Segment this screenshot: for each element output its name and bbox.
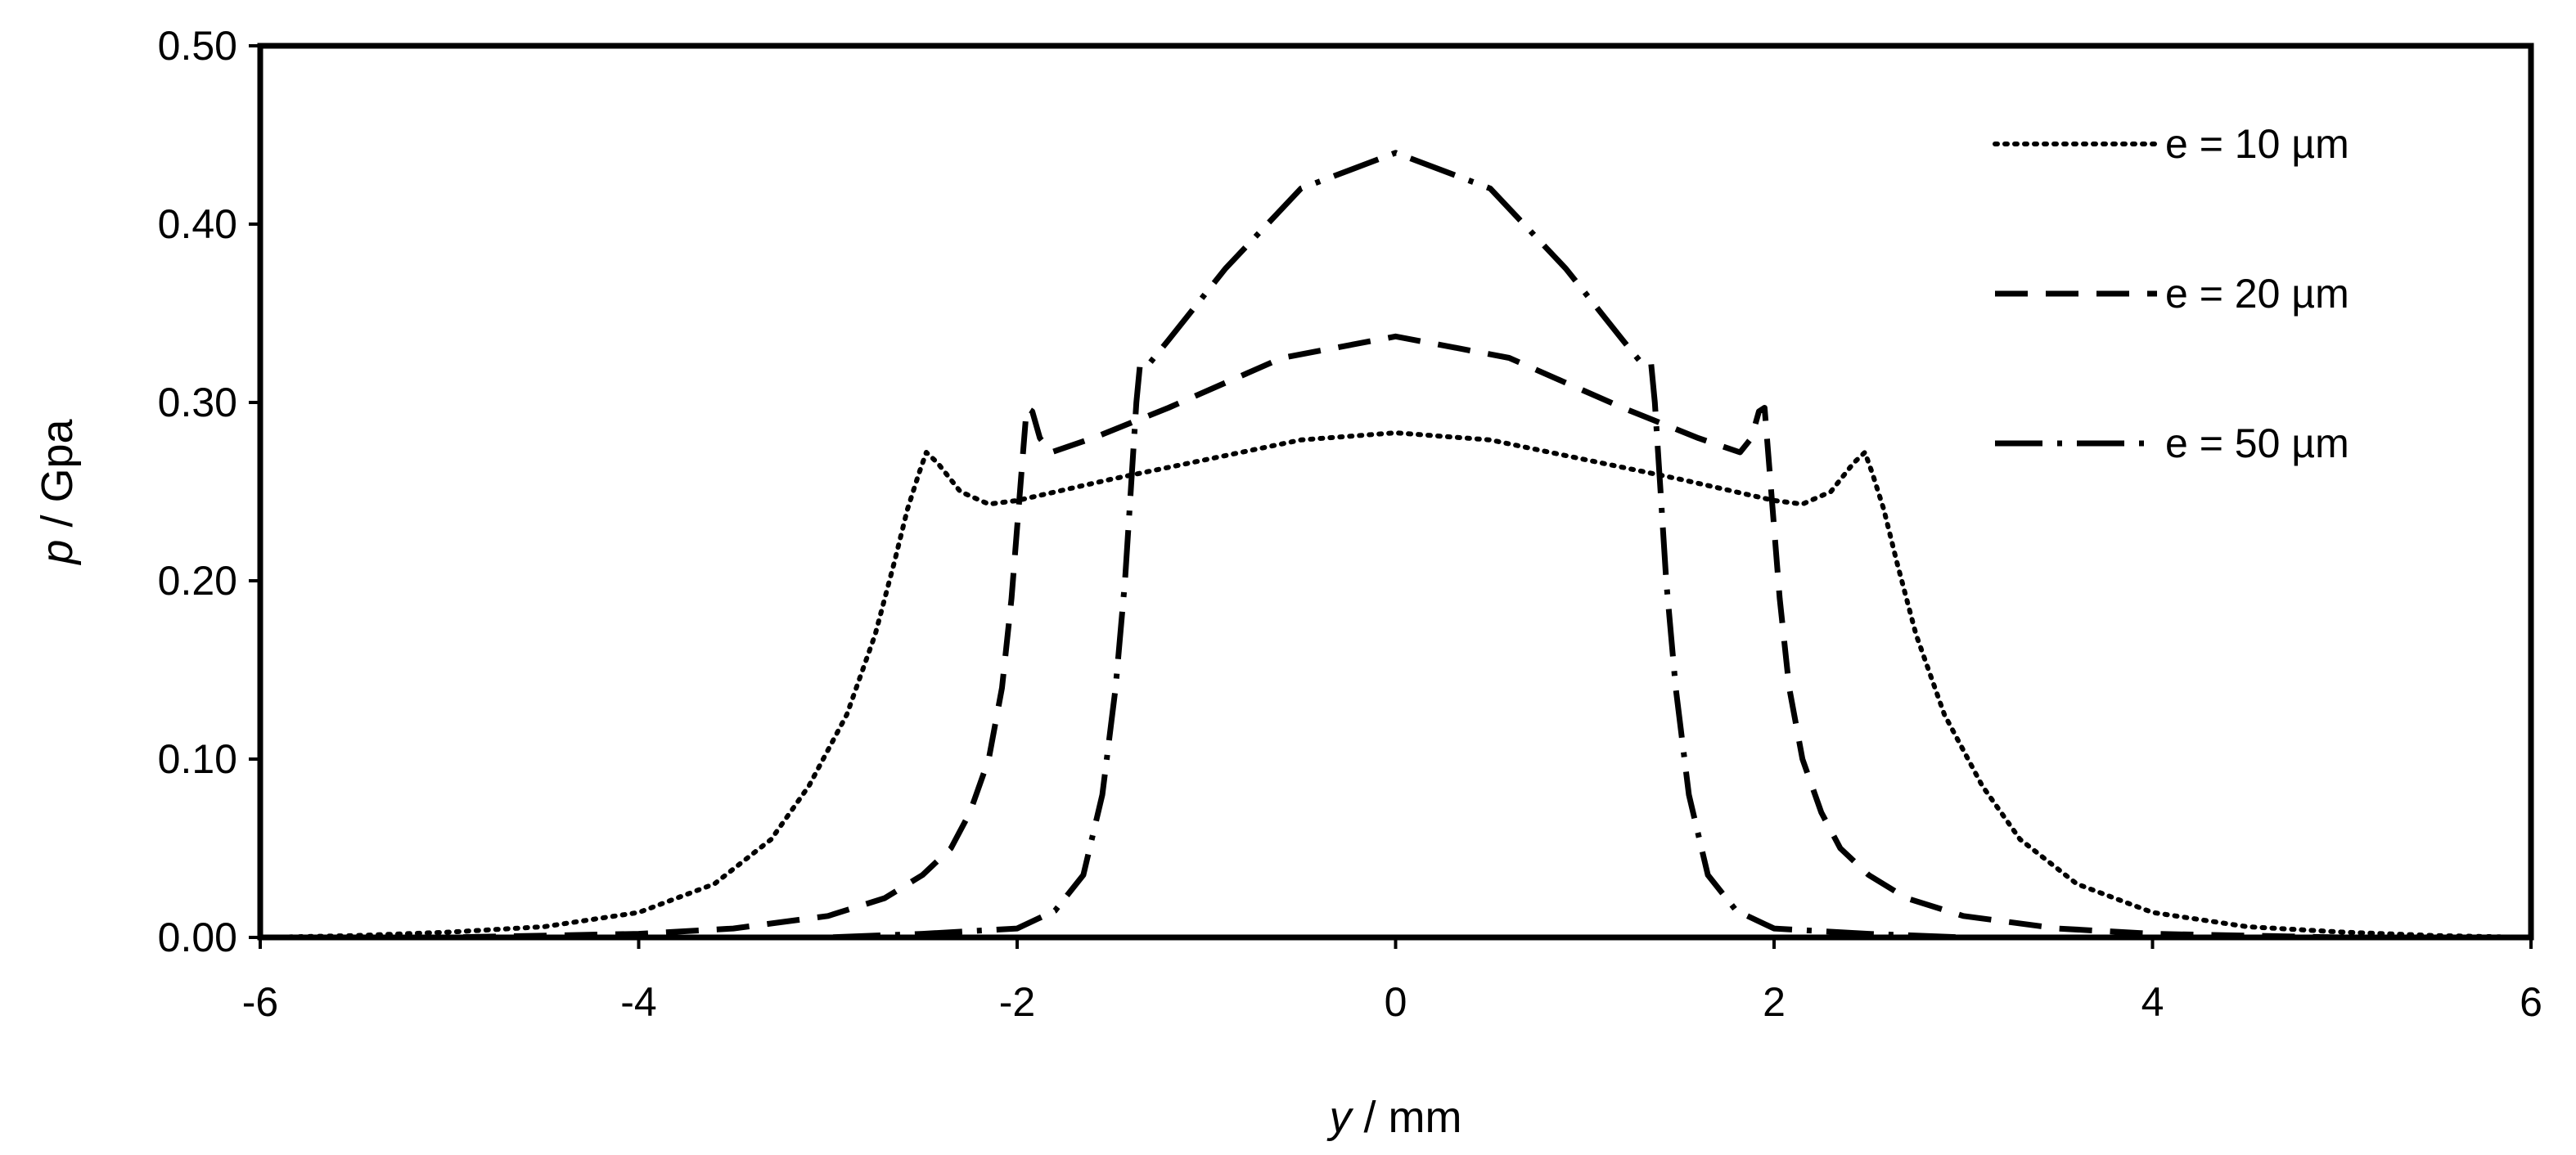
series-line-3 — [260, 150, 2531, 941]
y-axis-variable: p — [33, 540, 82, 566]
x-tick-label: 0 — [1385, 979, 1407, 1025]
x-axis-title: y / mm — [1326, 1093, 1462, 1142]
x-tick-label: 2 — [1763, 979, 1786, 1025]
legend-label-1: e = 10 µm — [2165, 121, 2349, 167]
y-tick-label: 0.00 — [158, 915, 237, 960]
x-tick-label: -2 — [999, 979, 1035, 1025]
y-axis-title: p / Gpa — [33, 418, 82, 565]
x-axis-variable: y — [1326, 1093, 1354, 1142]
x-axis-unit: / mm — [1352, 1093, 1462, 1142]
x-tick-label: 4 — [2141, 979, 2164, 1025]
y-axis-unit: / Gpa — [33, 418, 82, 539]
y-tick-label: 0.40 — [158, 201, 237, 247]
legend-label-3: e = 50 µm — [2165, 420, 2349, 466]
series-layer — [258, 150, 2533, 941]
y-tick-label: 0.30 — [158, 380, 237, 425]
x-tick-label: -6 — [242, 979, 278, 1025]
y-tick-label: 0.20 — [158, 558, 237, 604]
x-tick-label: 6 — [2520, 979, 2542, 1025]
x-tick-label: -4 — [620, 979, 656, 1025]
legend: e = 10 µm e = 20 µm e = 50 µm — [1993, 121, 2349, 466]
plot-area-frame — [257, 43, 2534, 941]
y-tick-label: 0.10 — [158, 736, 237, 782]
axes-layer: 0.00 0.10 0.20 0.30 0.40 0.50 -6 -4 -2 0 2 4 6 — [158, 23, 2542, 1025]
legend-label-2: e = 20 µm — [2165, 271, 2349, 317]
y-tick-label: 0.50 — [158, 23, 237, 69]
series-line-1 — [258, 430, 2533, 940]
series-line-2 — [260, 333, 2531, 941]
